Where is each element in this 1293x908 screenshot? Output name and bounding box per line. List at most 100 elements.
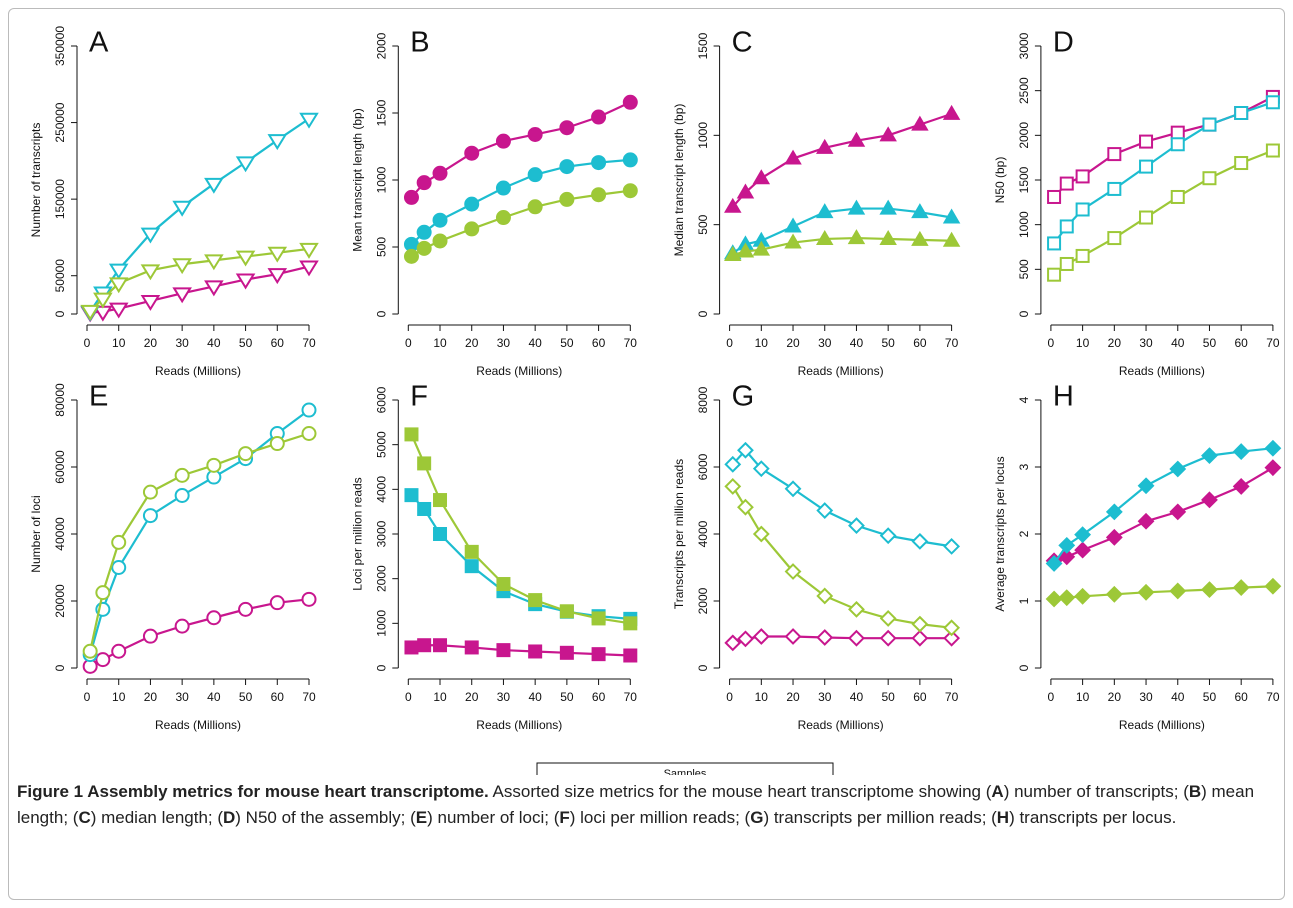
x-tick-label: 40 xyxy=(528,690,542,704)
caption-bold: Figure 1 Assembly metrics for mouse hear… xyxy=(17,782,489,801)
x-tick-label: 60 xyxy=(913,690,927,704)
y-tick-label: 250000 xyxy=(53,102,67,142)
y-tick-label: 0 xyxy=(1017,664,1031,671)
y-tick-label: 60000 xyxy=(53,450,67,484)
data-point xyxy=(1169,503,1187,521)
y-tick-label: 500 xyxy=(696,214,710,234)
x-axis-label: Reads (Millions) xyxy=(476,364,562,378)
data-point xyxy=(1234,156,1249,171)
y-tick-label: 350000 xyxy=(53,26,67,66)
x-tick-label: 40 xyxy=(207,690,221,704)
data-point xyxy=(299,260,319,277)
data-point xyxy=(404,640,419,655)
data-point xyxy=(464,221,480,237)
x-tick-label: 70 xyxy=(945,336,959,350)
data-point xyxy=(784,233,802,249)
data-point xyxy=(591,109,607,125)
x-tick-label: 20 xyxy=(1108,336,1122,350)
data-point xyxy=(464,196,480,212)
y-axis-label: Median transcript length (bp) xyxy=(672,104,686,257)
data-point xyxy=(82,643,98,659)
x-tick-label: 30 xyxy=(1139,690,1153,704)
y-axis-label: Number of transcripts xyxy=(29,123,43,238)
data-point xyxy=(527,199,543,215)
x-tick-label: 40 xyxy=(528,336,542,350)
caption-bold: G xyxy=(750,808,764,827)
y-tick-label: 2000 xyxy=(1017,122,1031,149)
y-tick-label: 3000 xyxy=(374,520,388,547)
y-axis-label: Average transcripts per locus xyxy=(993,456,1007,611)
data-point xyxy=(1059,256,1074,271)
data-point xyxy=(848,600,865,618)
data-point xyxy=(591,187,607,203)
data-point xyxy=(432,165,448,181)
data-point xyxy=(724,246,742,262)
data-point xyxy=(301,426,317,441)
x-tick-label: 10 xyxy=(433,336,447,350)
data-point xyxy=(267,134,288,151)
data-point xyxy=(559,159,575,175)
data-point xyxy=(140,264,161,281)
x-axis-label: Reads (Millions) xyxy=(155,718,241,732)
caption-bold: D xyxy=(223,808,236,827)
x-tick-label: 20 xyxy=(144,336,158,350)
y-tick-label: 0 xyxy=(1017,310,1031,317)
data-point xyxy=(1074,526,1092,544)
y-tick-label: 0 xyxy=(374,664,388,671)
data-point xyxy=(911,615,929,633)
data-point xyxy=(108,277,129,294)
data-point xyxy=(142,484,158,500)
data-point xyxy=(879,199,897,215)
figure-frame xyxy=(8,8,1285,900)
data-point xyxy=(942,104,961,120)
data-point xyxy=(403,248,419,264)
data-point xyxy=(1170,189,1185,204)
data-point xyxy=(464,640,479,655)
data-point xyxy=(1265,95,1280,110)
data-point xyxy=(784,217,802,233)
x-tick-label: 60 xyxy=(1235,690,1249,704)
caption-text: ) number of loci; ( xyxy=(427,808,560,827)
data-point xyxy=(299,242,319,259)
x-tick-label: 20 xyxy=(144,690,158,704)
data-point xyxy=(784,149,802,165)
data-point xyxy=(622,183,638,199)
data-point xyxy=(1047,267,1062,282)
data-point xyxy=(142,628,158,644)
data-point xyxy=(299,112,319,129)
data-point xyxy=(1265,143,1280,158)
data-point xyxy=(1059,219,1074,234)
data-point xyxy=(1137,512,1155,530)
data-point xyxy=(816,138,834,154)
x-tick-label: 30 xyxy=(175,336,189,350)
data-point xyxy=(622,152,638,168)
data-point xyxy=(403,236,419,252)
data-point xyxy=(752,628,770,645)
data-point xyxy=(736,183,755,199)
data-point xyxy=(111,643,127,659)
x-tick-label: 10 xyxy=(433,690,447,704)
data-point xyxy=(495,180,511,196)
data-point xyxy=(174,618,190,634)
x-tick-label: 50 xyxy=(560,690,574,704)
data-point xyxy=(816,502,834,519)
data-point xyxy=(847,229,866,245)
x-tick-label: 0 xyxy=(1048,690,1055,704)
data-point xyxy=(404,427,419,442)
data-point xyxy=(847,199,866,215)
data-point xyxy=(432,212,448,228)
y-tick-label: 2 xyxy=(1017,530,1031,537)
x-axis-label: Reads (Millions) xyxy=(155,364,241,378)
x-tick-label: 0 xyxy=(726,690,733,704)
x-tick-label: 70 xyxy=(945,690,959,704)
x-axis-label: Reads (Millions) xyxy=(798,364,884,378)
panel-label: B xyxy=(410,27,429,59)
data-point xyxy=(433,493,448,508)
data-point xyxy=(235,273,256,290)
data-point xyxy=(911,203,929,219)
data-point xyxy=(235,156,256,173)
data-point xyxy=(736,242,755,258)
legend-title: Samples xyxy=(664,768,707,775)
y-tick-label: 4000 xyxy=(374,476,388,503)
data-point xyxy=(140,227,161,244)
